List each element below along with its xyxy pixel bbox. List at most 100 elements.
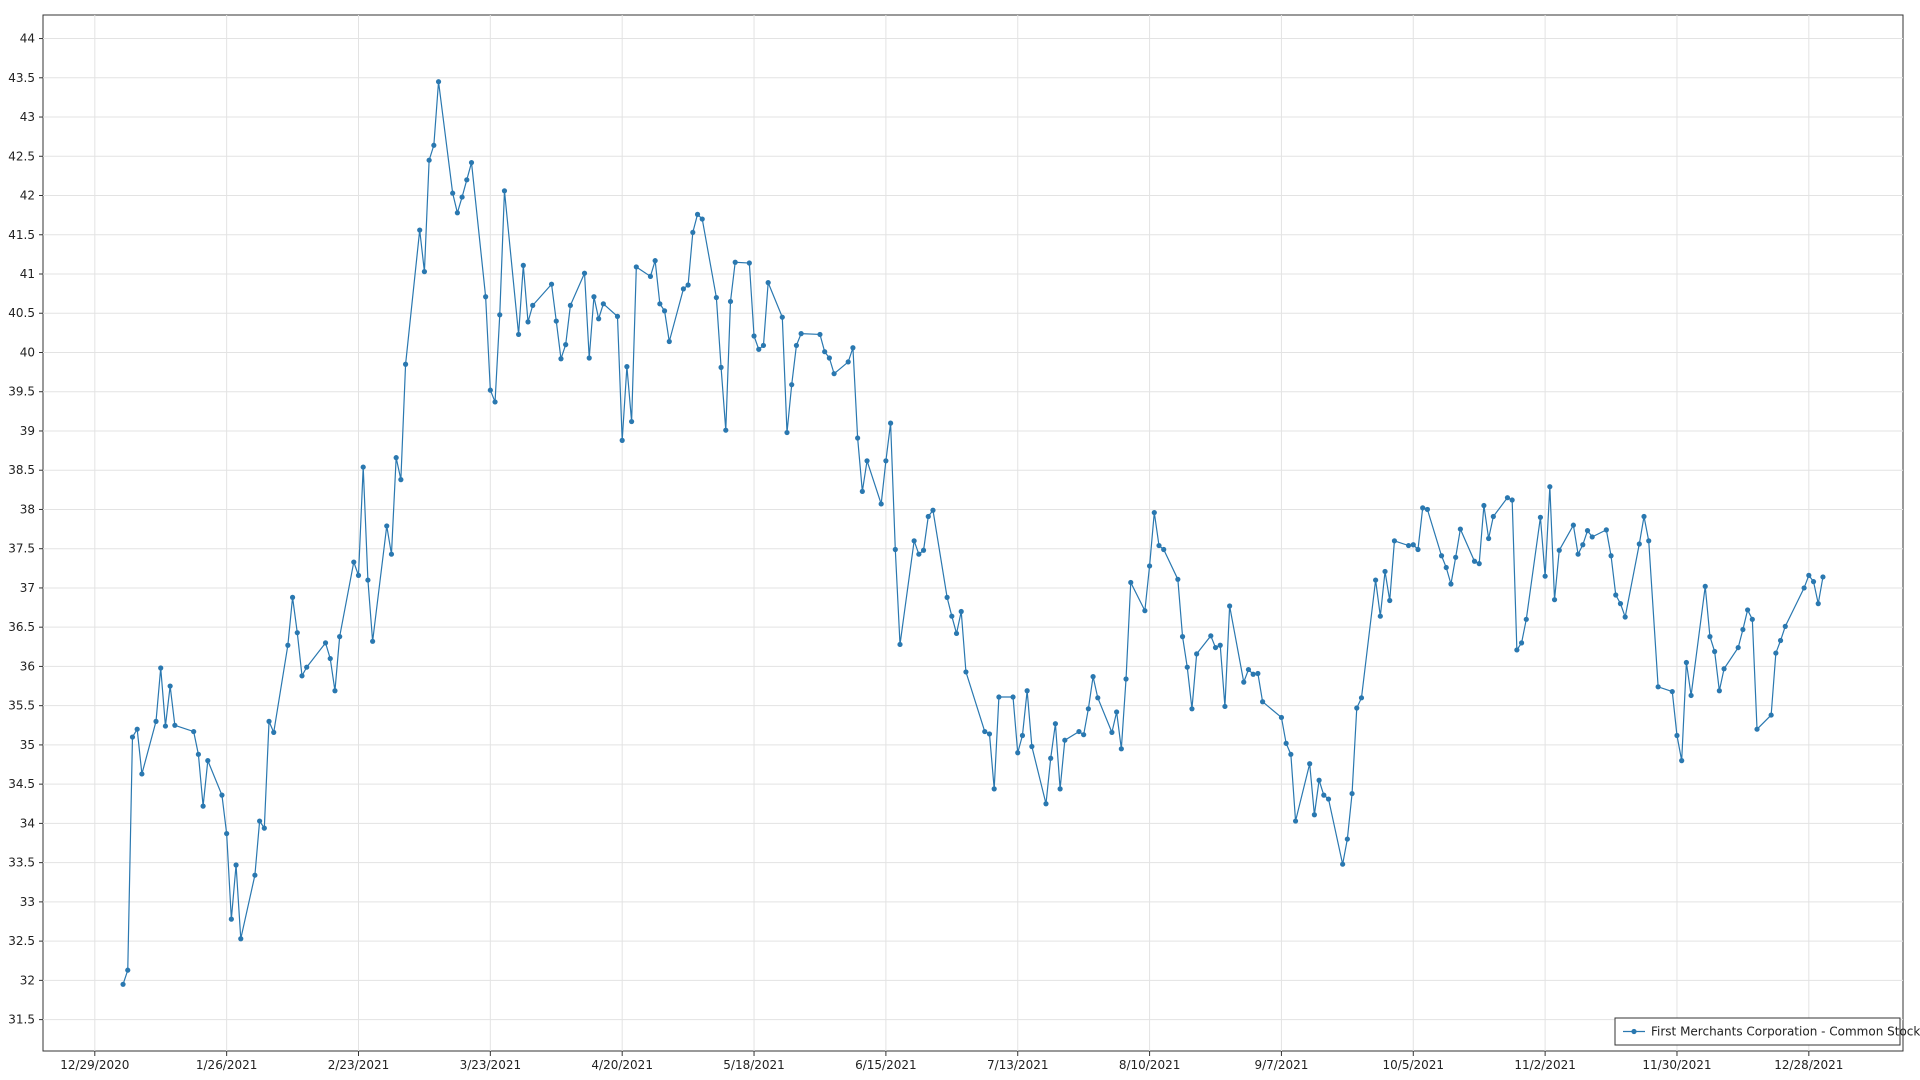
data-point (1486, 535, 1492, 542)
y-tick-label: 41.5 (8, 228, 35, 242)
y-tick-label: 31.5 (8, 1013, 35, 1027)
data-point (158, 665, 164, 671)
data-point (134, 726, 140, 732)
y-tick-label: 33.5 (8, 856, 35, 870)
data-point (859, 488, 865, 495)
data-point (1161, 546, 1167, 553)
data-point (793, 342, 800, 349)
data-point (723, 427, 729, 433)
data-point (1801, 585, 1807, 591)
data-point (1015, 750, 1021, 756)
data-point (713, 294, 719, 301)
data-point (271, 729, 277, 735)
data-point (864, 458, 870, 464)
data-point (1570, 522, 1576, 528)
data-point (515, 331, 522, 338)
data-point (779, 314, 785, 320)
data-point (680, 286, 687, 292)
data-point (233, 862, 239, 868)
data-point (1669, 688, 1675, 695)
data-point (153, 718, 159, 724)
x-tick-label: 5/18/2021 (723, 1058, 785, 1072)
legend-swatch-marker (1631, 1028, 1637, 1035)
y-tick-label: 41 (20, 267, 35, 281)
data-point (1311, 812, 1317, 818)
y-tick-label: 42 (20, 189, 35, 203)
data-point (322, 640, 329, 646)
data-point (657, 301, 663, 307)
data-point (789, 382, 795, 388)
data-point (1518, 640, 1525, 646)
data-point (1043, 801, 1049, 807)
data-point (167, 683, 173, 689)
data-point (1128, 579, 1134, 586)
data-point (878, 501, 884, 507)
data-point (1636, 541, 1642, 547)
data-point (591, 294, 597, 300)
data-point (1707, 634, 1713, 640)
x-tick-label: 8/10/2021 (1119, 1058, 1181, 1072)
legend-box (1614, 1017, 1901, 1046)
data-point (1688, 692, 1694, 699)
data-point (1382, 568, 1388, 575)
data-point (1815, 601, 1821, 607)
data-point (1354, 705, 1360, 711)
data-point (596, 316, 602, 322)
data-point (294, 630, 300, 636)
data-point (944, 594, 950, 600)
data-point (911, 538, 917, 544)
data-point (520, 262, 526, 268)
data-point (388, 551, 395, 557)
data-point (1410, 542, 1416, 548)
data-point (1420, 505, 1426, 511)
data-point (1283, 740, 1289, 746)
data-point (887, 420, 894, 426)
data-point (1387, 597, 1393, 604)
data-point (855, 435, 861, 441)
data-point (483, 294, 489, 300)
data-point (1217, 642, 1223, 648)
data-point (327, 655, 333, 662)
data-point (1745, 607, 1751, 613)
data-point (1052, 721, 1059, 727)
data-point (1090, 674, 1096, 680)
data-point (1208, 633, 1214, 639)
data-point (1189, 706, 1195, 712)
grid (43, 15, 1903, 1051)
data-point (1212, 644, 1219, 651)
data-point (1085, 706, 1091, 712)
x-tick-label: 9/7/2021 (1254, 1058, 1308, 1072)
data-point (798, 331, 804, 337)
data-point (1584, 528, 1591, 534)
data-point (1613, 592, 1619, 598)
data-point (629, 418, 635, 425)
data-point (1646, 538, 1652, 544)
data-point (1782, 623, 1788, 629)
data-point (304, 664, 310, 670)
data-point (567, 302, 573, 308)
data-point (581, 270, 588, 276)
data-point (1721, 666, 1727, 672)
x-tick-label: 10/5/2021 (1383, 1058, 1445, 1072)
data-point (530, 302, 536, 308)
data-point (897, 641, 903, 648)
data-point (1754, 726, 1760, 732)
data-point (1773, 650, 1779, 656)
data-point (982, 728, 988, 735)
data-point (1749, 616, 1755, 622)
data-point (925, 513, 931, 520)
data-point (205, 758, 211, 764)
data-point (1438, 553, 1445, 559)
data-point (1179, 634, 1186, 640)
data-point (1340, 861, 1346, 867)
data-point (765, 280, 771, 286)
y-tick-label: 38 (20, 502, 35, 516)
data-point (1514, 647, 1520, 653)
data-point (431, 142, 437, 148)
y-tick-label: 36 (20, 659, 35, 673)
data-point (1617, 601, 1624, 607)
data-point (261, 825, 267, 831)
data-point (1184, 664, 1190, 670)
